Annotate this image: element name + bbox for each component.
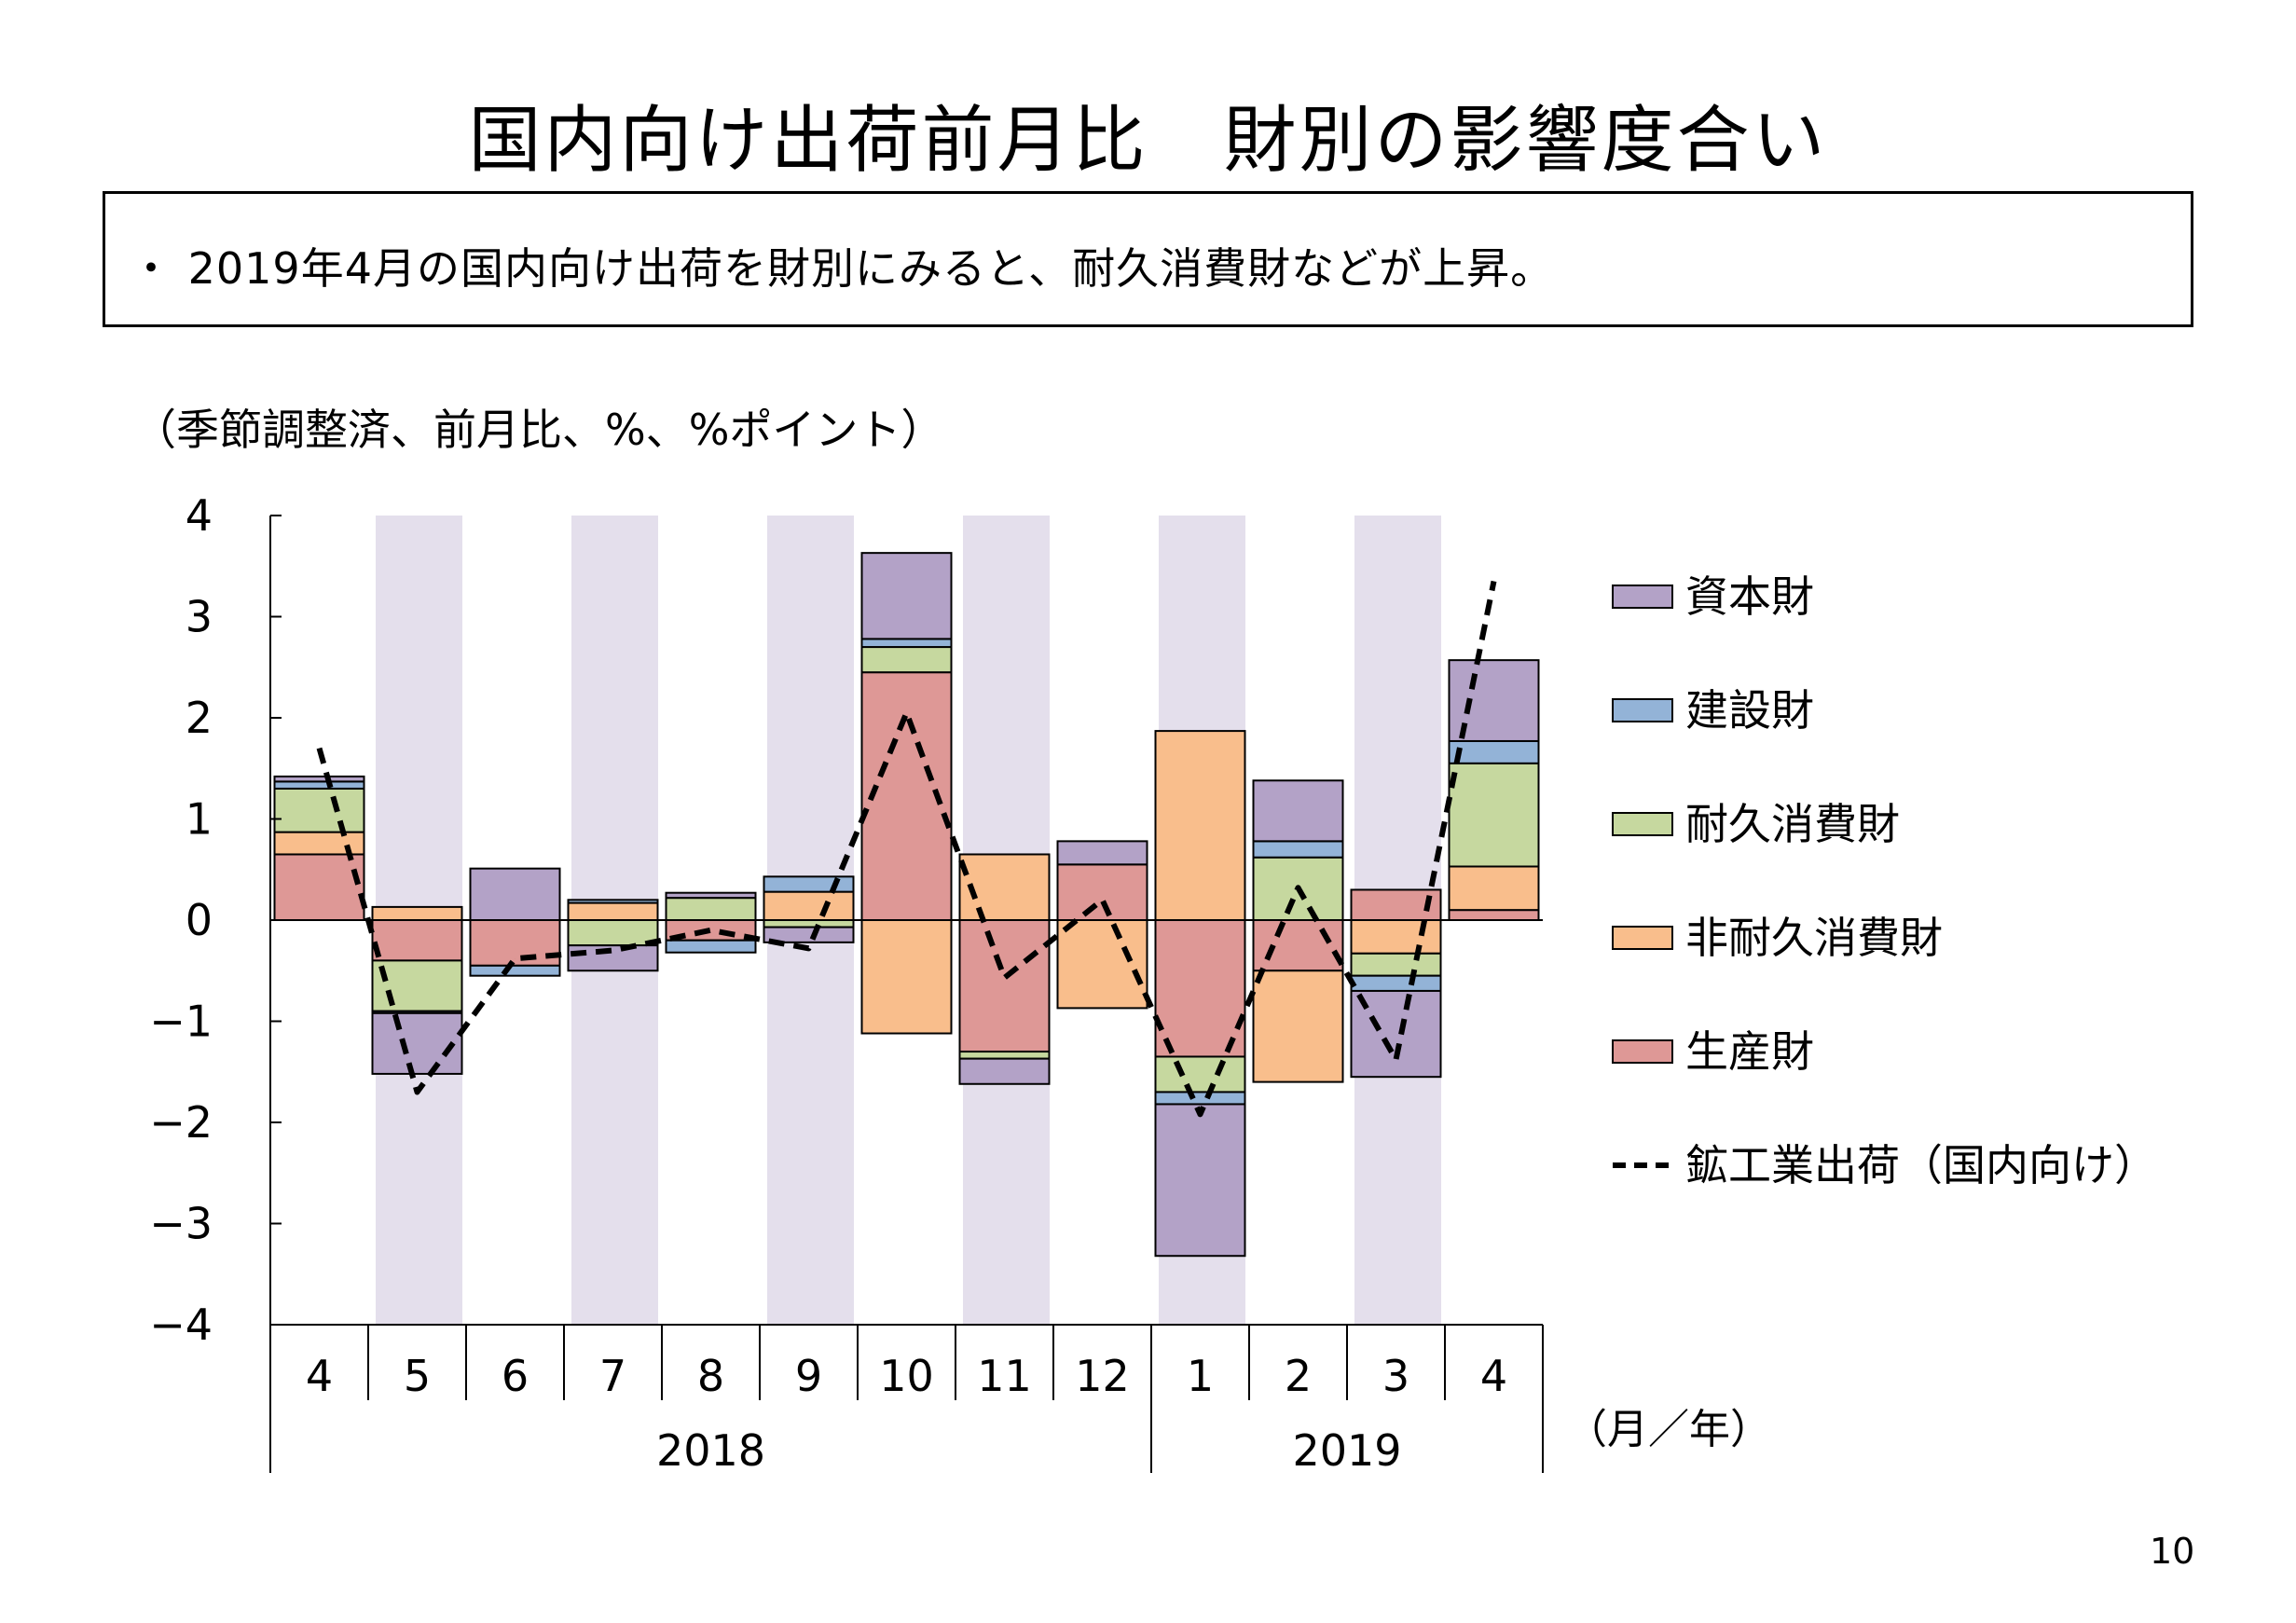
y-tick-label: 3: [186, 592, 213, 642]
bar-segment-4: [763, 875, 855, 893]
legend-label: 鉱工業出荷（国内向け）: [1685, 1140, 2157, 1190]
bar-segment-2: [1448, 865, 1540, 912]
bar-segment-5: [665, 891, 757, 900]
bar-segment-4: [1252, 840, 1344, 859]
legend-label: 生産財: [1685, 1026, 1814, 1077]
bar-segment-4: [273, 780, 365, 790]
bar-segment-5: [273, 775, 365, 783]
y-tick-label: 0: [186, 895, 213, 945]
bar-segment-3: [860, 646, 953, 674]
bar-segment-4: [860, 638, 953, 649]
bar-segment-5: [860, 552, 953, 640]
y-tick-label: 2: [186, 693, 213, 743]
summary-text: ・ 2019年4月の国内向け出荷を財別にみると、耐久消費財などが上昇。: [130, 243, 1555, 294]
summary-box: ・ 2019年4月の国内向け出荷を財別にみると、耐久消費財などが上昇。: [103, 191, 2193, 327]
legend-label: 資本財: [1685, 571, 1814, 622]
x-tick-label: 4: [306, 1351, 333, 1401]
bars-layer: [273, 552, 1540, 1258]
bar-segment-5: [1154, 1103, 1246, 1258]
x-year-label: 2019: [1292, 1425, 1401, 1476]
bar-segment-3: [763, 919, 855, 928]
legend-swatch-4: [1612, 698, 1673, 722]
y-tick-label: 4: [186, 490, 213, 541]
x-axis-unit-label: （月／年）: [1566, 1406, 1771, 1453]
y-tick-label: −3: [149, 1199, 213, 1249]
bar-segment-2: [958, 853, 1051, 921]
bar-segment-5: [469, 867, 561, 921]
legend-swatch-1: [1612, 1039, 1673, 1064]
bar-segment-4: [469, 964, 561, 977]
page-title: 国内向け出荷前月比 財別の影響度合い: [468, 99, 1828, 183]
bar-segment-4: [1350, 974, 1442, 992]
bar-segment-1: [469, 919, 561, 967]
x-tick-label: 3: [1382, 1351, 1409, 1401]
bar-segment-3: [371, 959, 463, 1012]
bar-segment-1: [1448, 909, 1540, 922]
bar-segment-3: [1350, 952, 1442, 977]
x-tick-label: 6: [502, 1351, 529, 1401]
bar-segment-4: [1448, 739, 1540, 764]
bar-segment-5: [1252, 779, 1344, 843]
bar-segment-3: [665, 897, 757, 922]
bar-segment-2: [1252, 970, 1344, 1083]
bar-segment-4: [1154, 1091, 1246, 1106]
legend-label: 建設財: [1685, 685, 1814, 736]
bar-segment-3: [958, 1051, 1051, 1060]
bar-segment-5: [763, 926, 855, 943]
x-tick-label: 12: [1075, 1351, 1130, 1401]
bar-segment-1: [1154, 919, 1246, 1058]
bar-segment-1: [1252, 919, 1344, 972]
x-tick-label: 5: [404, 1351, 431, 1401]
legend-swatch-2: [1612, 926, 1673, 950]
bar-segment-2: [860, 919, 953, 1035]
x-tick-label: 11: [977, 1351, 1032, 1401]
bar-segment-1: [1056, 863, 1148, 922]
y-tick-label: −2: [149, 1097, 213, 1148]
bar-segment-2: [1056, 919, 1148, 1010]
bar-segment-5: [1056, 840, 1148, 866]
x-tick-label: 2: [1285, 1351, 1312, 1401]
bar-segment-2: [371, 905, 463, 922]
y-tick-label: −1: [149, 997, 213, 1047]
bar-segment-4: [665, 939, 757, 954]
legend-label: 非耐久消費財: [1685, 913, 1943, 963]
bar-segment-4: [567, 899, 659, 904]
bar-segment-3: [1448, 762, 1540, 868]
legend-label: 耐久消費財: [1685, 799, 1900, 849]
x-tick-label: 9: [795, 1351, 822, 1401]
x-tick-label: 8: [697, 1351, 724, 1401]
page-number: 10: [2150, 1531, 2195, 1572]
bar-segment-2: [1350, 919, 1442, 955]
bar-segment-5: [371, 1011, 463, 1075]
bar-segment-1: [273, 853, 365, 921]
bar-segment-3: [567, 919, 659, 947]
bar-segment-2: [763, 890, 855, 921]
line-layer: [316, 580, 1497, 1118]
bar-segment-3: [273, 787, 365, 833]
x-year-label: 2018: [656, 1425, 765, 1476]
bar-segment-1: [371, 919, 463, 962]
bar-segment-2: [567, 901, 659, 921]
legend-swatch-3: [1612, 812, 1673, 836]
legend-swatch-5: [1612, 585, 1673, 609]
y-tick-label: −4: [149, 1300, 213, 1350]
unit-note: （季節調整済、前月比、%、%ポイント）: [133, 405, 944, 455]
x-tick-label: 7: [599, 1351, 626, 1401]
y-tick-label: 1: [186, 794, 213, 845]
bar-segment-3: [1154, 1055, 1246, 1093]
bar-segment-5: [958, 1057, 1051, 1085]
x-tick-label: 10: [879, 1351, 934, 1401]
x-tick-label: 4: [1480, 1351, 1507, 1401]
bar-segment-2: [1154, 730, 1246, 921]
x-tick-label: 1: [1187, 1351, 1214, 1401]
bar-segment-5: [567, 944, 659, 972]
bar-segment-1: [958, 919, 1051, 1053]
